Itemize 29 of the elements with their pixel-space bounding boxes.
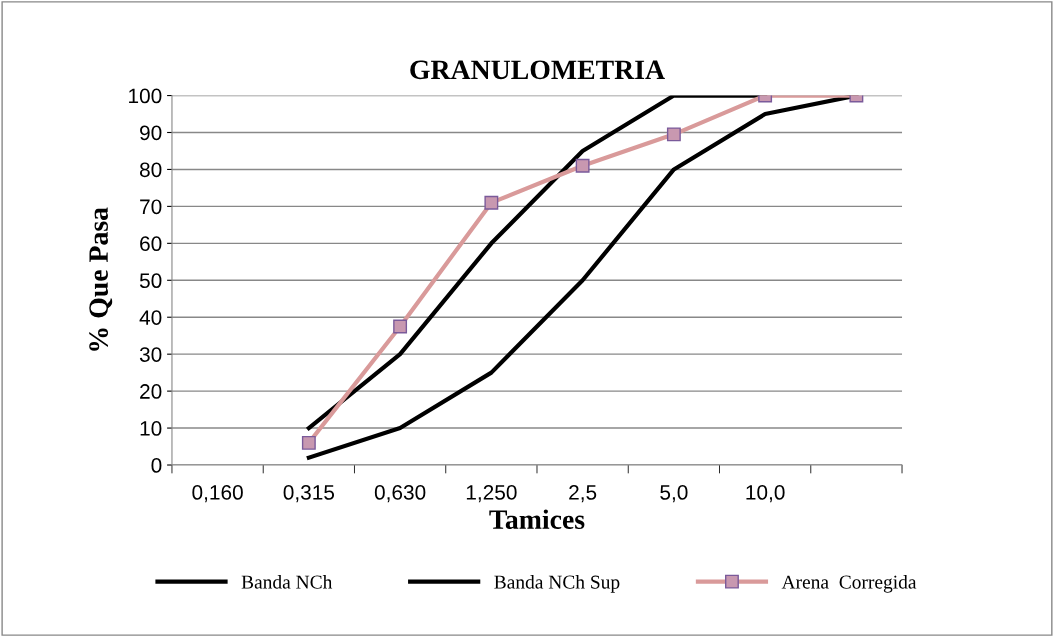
point: [575, 158, 590, 173]
y-tick-label: 60: [140, 236, 162, 252]
y-tick-label: 0: [151, 458, 162, 473]
point: [666, 127, 681, 142]
x-tick-label: 0,315: [283, 485, 335, 503]
y-tick-label: 50: [139, 273, 162, 289]
y-tick-label: 40: [139, 310, 162, 325]
y-axis-title: % Que Pasa: [89, 207, 113, 351]
x-tick-label: 0,630: [374, 485, 426, 503]
y-tick-label: 80: [139, 162, 162, 178]
legend-label: Banda NCh: [241, 574, 333, 589]
y-tick-label: 10: [140, 421, 162, 436]
y-tick-label: 90: [140, 125, 162, 141]
x-axis-title: Tamices: [489, 509, 585, 529]
x-tick-label: 2,5: [569, 485, 597, 503]
chart-title: GRANULOMETRIA: [410, 60, 665, 80]
y-tick-label: 30: [139, 347, 162, 362]
y-tick-label: 100: [129, 88, 162, 104]
y-tick-label: 20: [140, 384, 162, 399]
x-tick-label: 5,0: [660, 485, 688, 503]
y-tick-label: 70: [140, 199, 162, 215]
point: [301, 435, 316, 450]
point: [393, 319, 408, 334]
x-tick-label: 0,160: [192, 485, 243, 503]
legend-label: Arena Corregida: [781, 574, 917, 593]
x-tick-label: 1,250: [466, 485, 517, 503]
point: [484, 195, 499, 210]
x-tick-label: 10,0: [746, 485, 785, 503]
legend-label: Banda NCh Sup: [494, 574, 620, 593]
